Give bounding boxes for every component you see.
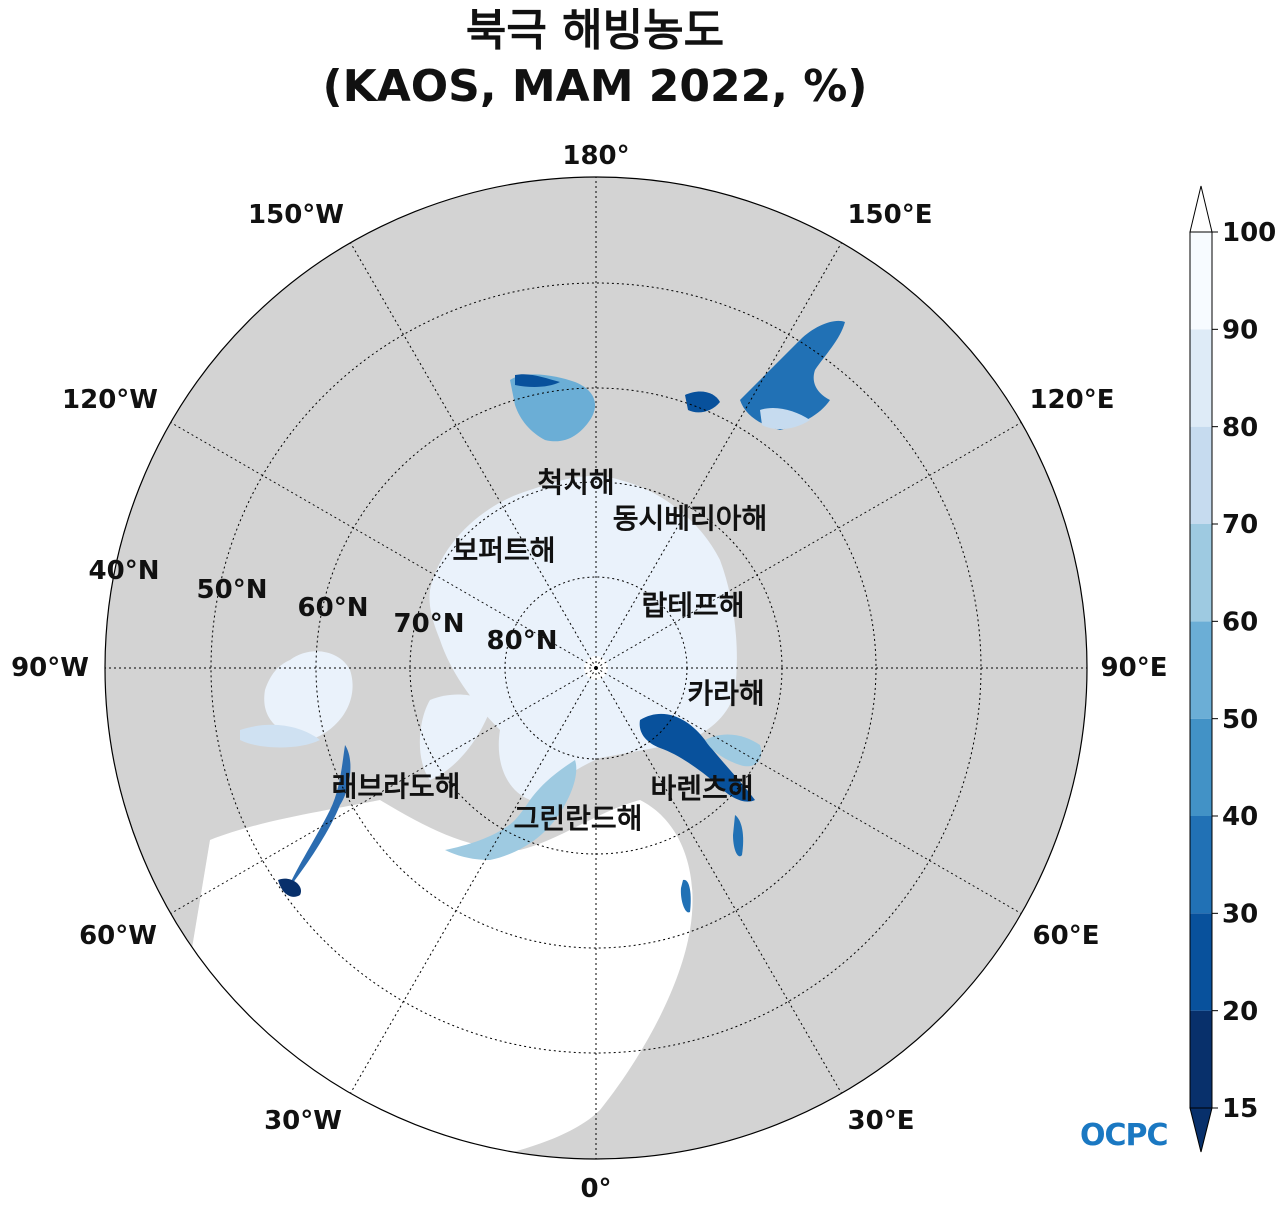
lat-label-70n: 70°N [394,609,465,639]
greenland-sea-ice [445,760,577,860]
lon-line [170,422,597,669]
bering-ice-edge [515,374,560,387]
baltic-ice [680,879,691,913]
colorbar-tick-label: 60 [1222,607,1258,637]
lon-line [595,422,1022,669]
sea-label-kara: 카라해 [687,677,764,710]
sea-label-chukchi: 척치해 [537,466,614,499]
sea-label-greenland: 그린란드해 [514,802,643,835]
baffin-bay-ice [419,694,492,780]
colorbar-extend-top [1189,185,1213,233]
okhotsk-sea-ice [740,320,845,430]
lon-label-180: 180° [562,141,629,171]
lon-line [595,667,1022,914]
colorbar-bin [1190,1010,1212,1108]
colorbar-tick-label: 50 [1222,705,1258,735]
longitude-gridlines [105,177,1087,1159]
lon-label-30w: 30°W [264,1106,342,1136]
colorbar-bin [1190,718,1212,816]
sea-label-beaufort: 보퍼트해 [452,534,555,567]
colorbar-bin [1190,913,1212,1011]
lon-label-120e: 120°E [1029,385,1114,415]
lon-line [595,242,842,669]
colorbar-bin [1190,816,1212,914]
colorbar-bin [1190,524,1212,622]
colorbar: 100 90 80 70 60 50 40 30 20 15 [1189,185,1276,1153]
lat-label-40n: 40°N [89,556,160,586]
okhotsk-ice-inner [760,408,810,430]
lon-label-0: 0° [580,1174,611,1204]
sakhalin-ice [685,391,720,413]
colorbar-tick-label: 30 [1222,899,1258,929]
lat-label-50n: 50°N [197,575,268,605]
colorbar-tick-label: 90 [1222,315,1258,345]
lon-label-90e: 90°E [1101,653,1168,683]
sea-label-barents: 바렌츠해 [650,772,753,805]
lon-label-60w: 60°W [79,921,157,951]
lat-label-60n: 60°N [298,593,369,623]
colorbar-tick-label: 70 [1222,510,1258,540]
bering-sea-ice [510,374,595,442]
lon-line [170,667,597,914]
colorbar-tick-label: 40 [1222,802,1258,832]
lon-label-120w: 120°W [62,385,158,415]
map-title-line1: 북극 해빙농도 [465,5,725,56]
colorbar-bin [1190,232,1212,330]
colorbar-bins [1190,232,1212,1108]
hudson-bay-ice [264,651,353,740]
barents-ice-edge [639,713,755,802]
map-boundary [104,176,1088,1160]
hudson-strait-ice [240,724,320,748]
colorbar-bin [1190,621,1212,719]
lon-label-60e: 60°E [1033,921,1100,951]
lon-label-150w: 150°W [248,200,344,230]
colorbar-ticks: 100 90 80 70 60 50 40 30 20 15 [1212,218,1276,1124]
colorbar-extend-bottom [1189,1107,1213,1153]
colorbar-tick-label: 80 [1222,413,1258,443]
sea-label-laptev: 랍테프해 [641,589,744,622]
colorbar-tick-label: 100 [1222,218,1276,248]
lon-line [595,667,842,1094]
lon-label-150e: 150°E [847,200,932,230]
kara-sea-ice [705,734,762,767]
lon-line [350,667,597,1094]
colorbar-tick-label: 15 [1222,1094,1258,1124]
lon-label-90w: 90°W [11,653,89,683]
white-sea-ice [733,815,744,857]
map-title-line2: (KAOS, MAM 2022, %) [322,61,868,112]
lat-label-80n: 80°N [487,626,558,656]
colorbar-tick-label: 20 [1222,997,1258,1027]
lon-label-30e: 30°E [848,1106,915,1136]
labrador-ice-edge [285,745,351,895]
colorbar-bin [1190,426,1212,524]
ocpc-logo: OCPC [1080,1118,1169,1153]
sea-label-east-siberian: 동시베리아해 [613,502,768,535]
colorbar-bin [1190,329,1212,427]
lon-line [350,242,597,669]
colorbar-frame [1189,231,1213,1109]
newfoundland-ice [278,878,301,897]
sea-label-labrador: 래브라도해 [332,770,461,803]
